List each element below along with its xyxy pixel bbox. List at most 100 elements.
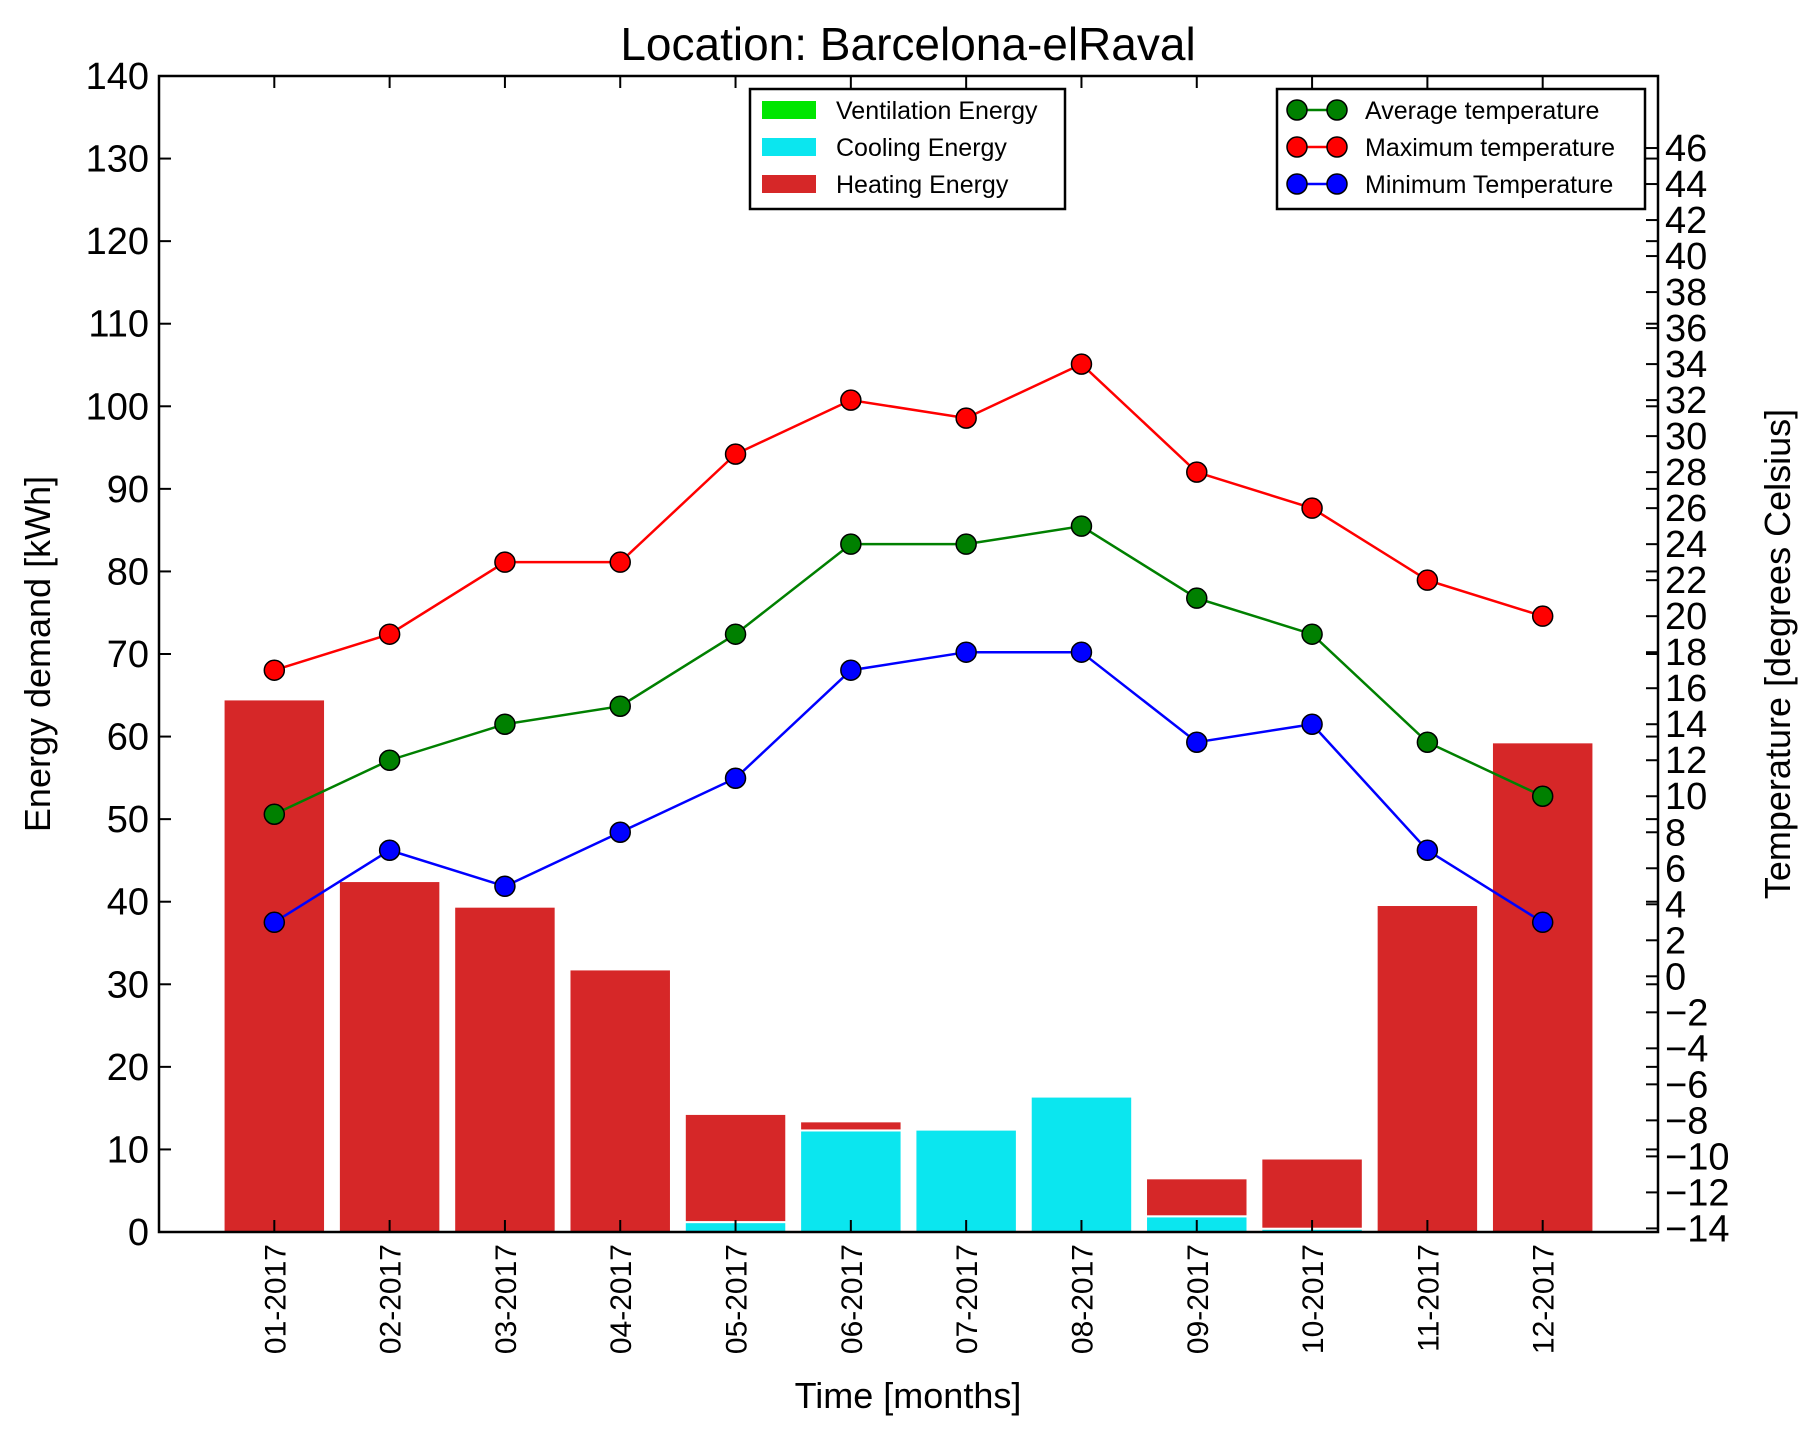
ytick-label-7: 70: [107, 634, 149, 676]
line-series-1: [273, 362, 1544, 672]
y2tick-label-24: 34: [1665, 344, 1707, 386]
point-1-2: [494, 551, 516, 573]
legend-energy-label-2: Heating Energy: [836, 171, 1009, 199]
legend-temp-marker-b-0: [1326, 99, 1348, 121]
x-axis-label: Time [months]: [795, 1375, 1022, 1416]
y2tick-label-13: 12: [1665, 740, 1707, 782]
y2tick-label-29: 44: [1665, 164, 1707, 206]
bar-2-1: [337, 880, 442, 1233]
legend-temp-label-0: Average temperature: [1365, 97, 1599, 125]
y2tick-label-9: 4: [1665, 884, 1686, 926]
bar-1-5: [799, 1129, 903, 1233]
point-1-0: [263, 659, 286, 681]
y2tick-label-4: −6: [1665, 1064, 1708, 1106]
legend-energy-swatch-2: [762, 175, 816, 193]
point-2-7: [1070, 641, 1093, 663]
bar-1-6: [914, 1128, 1018, 1234]
y2tick-label-21: 28: [1665, 452, 1707, 494]
ytick-label-10: 100: [86, 386, 149, 428]
line-series-2: [273, 650, 1544, 924]
bar-2-0: [222, 698, 327, 1233]
point-2-8: [1186, 731, 1208, 753]
point-1-10: [1416, 569, 1439, 591]
point-0-10: [1416, 731, 1439, 753]
xtick-label-4: 05-2017: [721, 1244, 754, 1354]
point-2-6: [955, 641, 977, 663]
point-1-7: [1070, 353, 1093, 375]
point-0-7: [1070, 515, 1093, 537]
y2tick-label-26: 38: [1665, 272, 1707, 314]
xtick-label-10: 11-2017: [1412, 1244, 1445, 1352]
ytick-label-14: 140: [86, 56, 149, 98]
legend-energy: Ventilation Energy Cooling Energy Heating …: [748, 87, 1067, 211]
line-layer: [263, 353, 1554, 934]
y2tick-label-7: 0: [1665, 956, 1686, 998]
bar-1-7: [1029, 1095, 1134, 1234]
y-axis-label: Energy demand [kWh]: [17, 476, 58, 832]
point-1-6: [955, 407, 977, 429]
x-axis: 01-2017 02-2017 03-2017 04-2017 05-2017 06-20…: [259, 76, 1561, 1354]
bar-2-3: [568, 968, 672, 1233]
y2tick-label-22: 30: [1665, 416, 1707, 458]
y2tick-label-2: −10: [1665, 1136, 1729, 1178]
y2tick-label-17: 20: [1665, 596, 1707, 638]
point-0-0: [263, 803, 286, 826]
point-0-5: [840, 533, 862, 555]
legend-energy-label-1: Cooling Energy: [836, 134, 1007, 162]
bar-2-8: [1145, 1177, 1249, 1218]
point-0-9: [1301, 623, 1323, 645]
ytick-label-5: 50: [107, 799, 149, 841]
point-1-11: [1531, 605, 1554, 627]
y2tick-label-0: −14: [1665, 1208, 1729, 1250]
legend-energy-label-0: Ventilation Energy: [836, 97, 1038, 125]
y2tick-label-5: −4: [1665, 1028, 1708, 1070]
point-0-4: [724, 623, 747, 645]
point-2-3: [609, 821, 631, 844]
legend-temp-marker-b-1: [1326, 136, 1348, 158]
y2tick-label-28: 42: [1665, 200, 1707, 242]
y2tick-label-25: 36: [1665, 308, 1707, 350]
point-2-0: [263, 911, 286, 934]
y2tick-label-30: 46: [1665, 128, 1707, 170]
xtick-label-8: 09-2017: [1182, 1244, 1215, 1354]
point-2-4: [724, 767, 747, 789]
point-2-5: [840, 659, 862, 681]
y2tick-label-19: 24: [1665, 524, 1707, 566]
bar-2-11: [1490, 741, 1595, 1233]
legend-temp-marker-a-2: [1286, 173, 1308, 195]
y2tick-label-18: 22: [1665, 560, 1707, 602]
xtick-label-11: 12-2017: [1528, 1244, 1561, 1354]
point-0-6: [955, 533, 977, 555]
y2tick-label-10: 6: [1665, 848, 1686, 890]
y2-axis-label: Temperature [degrees Celsius]: [1757, 409, 1798, 899]
bar-2-9: [1260, 1157, 1364, 1230]
ytick-label-0: 0: [128, 1212, 149, 1254]
y2tick-label-3: −8: [1665, 1100, 1708, 1142]
legend-temp-label-1: Maximum temperature: [1365, 134, 1615, 162]
y2tick-label-1: −12: [1665, 1172, 1729, 1214]
y2tick-label-12: 10: [1665, 776, 1707, 818]
y2tick-label-14: 14: [1665, 704, 1707, 746]
point-0-8: [1186, 587, 1208, 609]
y2-axis: −14−12−10−8−6−4−202468101214161820222426…: [1646, 128, 1729, 1250]
ytick-label-11: 110: [88, 304, 149, 346]
y2tick-label-20: 26: [1665, 488, 1707, 530]
legend-temp-label-2: Minimum Temperature: [1365, 171, 1613, 199]
point-2-9: [1301, 713, 1323, 735]
point-1-3: [609, 551, 631, 573]
y2tick-label-11: 8: [1665, 812, 1686, 854]
ytick-label-8: 80: [107, 551, 149, 593]
legend-temp-marker-a-0: [1286, 99, 1308, 121]
y-axis: 0 10 20 30 40 50 60 70 80 90 100 110 120 130 140: [86, 56, 1658, 1254]
y2tick-label-16: 18: [1665, 632, 1707, 674]
point-1-5: [840, 389, 862, 411]
ytick-label-9: 90: [107, 469, 149, 511]
point-1-4: [724, 443, 747, 465]
point-0-2: [494, 713, 516, 735]
ytick-label-12: 120: [86, 221, 149, 263]
point-2-11: [1531, 911, 1554, 934]
y2tick-label-8: 2: [1665, 920, 1686, 962]
legend-temp-marker-a-1: [1286, 136, 1308, 158]
point-1-9: [1301, 497, 1323, 519]
